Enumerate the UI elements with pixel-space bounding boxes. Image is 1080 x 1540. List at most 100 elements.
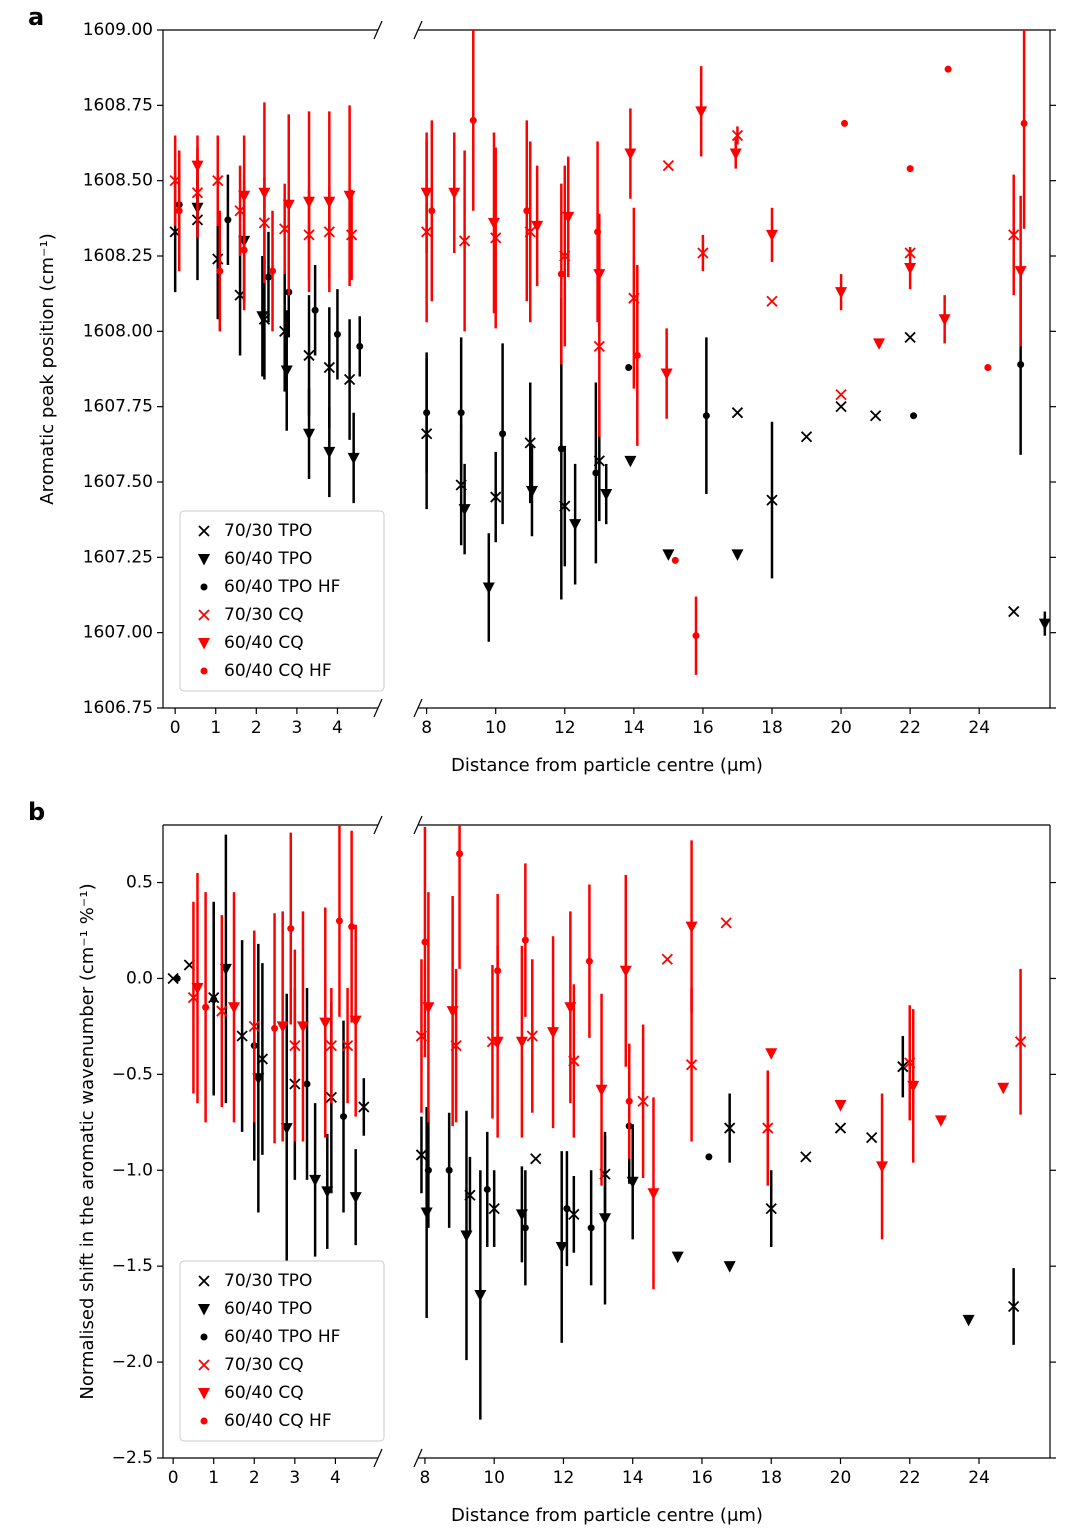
marker-triangle	[256, 311, 269, 323]
legend-label: 60/40 CQ	[224, 633, 304, 653]
marker-triangle	[904, 263, 917, 275]
marker-triangle	[487, 217, 500, 230]
plot-area	[167, 825, 1027, 1420]
x-tick-label: 0	[170, 718, 181, 738]
marker-triangle	[938, 314, 951, 326]
marker-dot	[421, 938, 429, 946]
marker-triangle	[309, 1174, 322, 1187]
x-tick-label: 16	[691, 1468, 713, 1488]
x-tick-label: 8	[421, 718, 432, 738]
marker-x	[762, 1122, 774, 1134]
marker-x	[490, 232, 502, 244]
marker-x	[1008, 1300, 1020, 1313]
marker-dot	[483, 1185, 491, 1193]
y-tick-label: 1607.00	[83, 623, 153, 643]
marker-x	[526, 1030, 538, 1042]
y-tick-label: 0.5	[126, 873, 153, 893]
marker-triangle	[482, 582, 495, 594]
marker-triangle	[907, 1080, 920, 1093]
x-tick-label: 0	[168, 1468, 179, 1488]
marker-triangle	[448, 187, 461, 200]
legend: 70/30 TPO 60/40 TPO 60/40 TPO HF 70/30 CQ 60…	[179, 1260, 385, 1442]
marker-x	[490, 491, 502, 503]
marker-x	[568, 1208, 580, 1221]
marker-triangle	[619, 965, 632, 978]
marker-triangle	[446, 1006, 459, 1018]
x-axis-label: Distance from particle centre (μm)	[451, 755, 763, 776]
marker-triangle	[695, 106, 708, 118]
marker-dot	[240, 246, 248, 254]
marker-dot	[1020, 119, 1028, 127]
x-tick-label: 12	[554, 718, 576, 738]
x-tick-label: 4	[332, 718, 343, 738]
legend-label: 60/40 TPO HF	[224, 1327, 340, 1347]
marker-dot	[175, 207, 183, 215]
marker-triangle	[647, 1188, 660, 1200]
marker-triangle	[562, 211, 575, 224]
marker-x	[1008, 229, 1020, 241]
x-tick-label: 2	[249, 1468, 260, 1488]
marker-dot	[348, 923, 356, 931]
marker-dot	[469, 116, 477, 124]
marker-triangle	[564, 1002, 577, 1014]
y-tick-label: 1608.75	[83, 95, 153, 115]
y-tick-label: −2.0	[112, 1352, 153, 1372]
marker-triangle	[458, 504, 471, 516]
marker-dot	[841, 119, 849, 127]
legend-label: 60/40 TPO	[224, 549, 312, 569]
marker-triangle	[343, 190, 356, 203]
marker-triangle	[349, 1192, 362, 1204]
y-tick-label: 1607.25	[83, 547, 153, 567]
panel-label: a	[28, 3, 44, 31]
marker-x	[731, 129, 744, 142]
axis-break	[413, 815, 423, 835]
marker-triangle	[624, 455, 637, 468]
marker-triangle	[323, 196, 336, 209]
marker-dot	[1017, 360, 1025, 368]
x-tick-label: 20	[830, 1468, 852, 1488]
marker-triangle	[873, 338, 886, 350]
marker-dot	[906, 165, 914, 173]
legend-label: 60/40 TPO HF	[224, 577, 340, 597]
x-tick-label: 24	[968, 1468, 990, 1488]
legend-label: 60/40 CQ HF	[224, 1411, 332, 1431]
marker-triangle	[321, 1186, 334, 1198]
marker-triangle	[685, 921, 698, 934]
marker-dot	[594, 228, 602, 236]
marker-triangle	[258, 187, 271, 200]
x-tick-label: 2	[251, 718, 262, 738]
marker-x	[323, 361, 335, 374]
marker-dot	[210, 996, 218, 1004]
y-tick-label: 1606.75	[83, 698, 153, 718]
marker-dot	[563, 1205, 571, 1213]
marker-triangle	[460, 1230, 473, 1242]
marker-dot	[303, 1080, 311, 1088]
x-axis-label: Distance from particle centre (μm)	[451, 1505, 763, 1526]
marker-triangle	[531, 220, 544, 233]
marker-triangle	[731, 549, 744, 561]
marker-triangle	[1014, 266, 1027, 278]
marker-triangle	[595, 1084, 608, 1097]
marker-dot	[984, 363, 992, 371]
marker-triangle	[765, 229, 778, 242]
x-tick-label: 10	[483, 1468, 505, 1488]
marker-x	[216, 1005, 228, 1017]
marker-dot	[692, 632, 700, 640]
marker-x	[904, 331, 916, 343]
marker-dot	[587, 1224, 595, 1232]
y-tick-label: 1608.25	[83, 246, 153, 266]
marker-triangle	[280, 365, 293, 378]
marker-x	[593, 340, 605, 353]
marker-x	[685, 1059, 698, 1071]
x-tick-label: 20	[830, 718, 852, 738]
axis-break	[373, 815, 383, 835]
marker-dot	[311, 306, 319, 314]
marker-dot	[224, 216, 232, 224]
marker-triangle	[624, 148, 637, 161]
marker-x	[289, 1039, 301, 1052]
legend-label: 70/30 TPO	[224, 521, 312, 541]
legend-label: 60/40 CQ	[224, 1383, 304, 1403]
legend: 70/30 TPO 60/40 TPO 60/40 TPO HF 70/30 CQ 60…	[179, 510, 385, 692]
marker-triangle	[474, 1289, 487, 1302]
marker-x	[800, 431, 813, 443]
